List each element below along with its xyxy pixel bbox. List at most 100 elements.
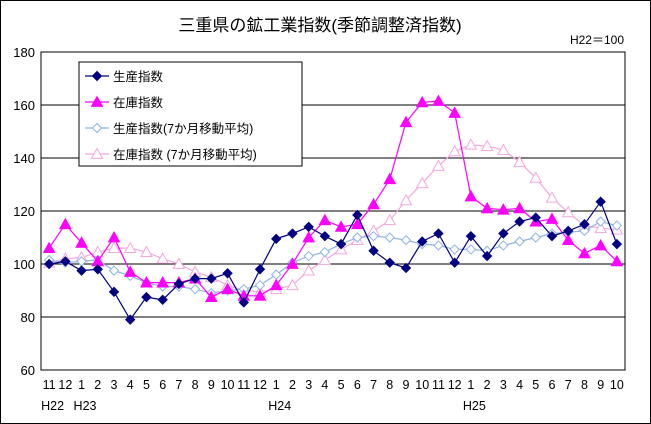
data-point (415, 95, 429, 108)
x-tick-label: 1 (273, 378, 280, 392)
chart-title: 三重県の鉱工業指数(季節調整済指数) (178, 16, 461, 35)
data-point (269, 278, 283, 291)
data-point (140, 276, 153, 288)
data-point (465, 244, 477, 255)
data-point (578, 246, 591, 259)
data-point (91, 70, 103, 82)
x-tick-label: 9 (403, 378, 410, 392)
x-tick-label: 1 (467, 378, 474, 392)
data-point (545, 212, 559, 224)
y-tick-label: 180 (13, 45, 35, 60)
data-point (498, 240, 509, 251)
x-tick-label: 3 (500, 378, 507, 392)
data-point (496, 203, 510, 215)
data-point (335, 238, 347, 250)
data-point (433, 240, 444, 251)
legend-label: 在庫指数 (7か月移動平均) (113, 147, 257, 162)
x-tick-label: 2 (94, 378, 101, 392)
data-point (432, 159, 445, 171)
data-point (579, 219, 590, 230)
data-point (221, 282, 234, 295)
data-point (383, 172, 397, 185)
data-point (496, 143, 510, 155)
data-point (465, 230, 477, 242)
data-point (611, 220, 623, 231)
series-group (42, 94, 624, 325)
data-point (481, 250, 493, 262)
data-point (383, 213, 397, 226)
data-point (206, 273, 217, 284)
data-point (58, 217, 72, 230)
data-point (464, 189, 478, 202)
data-point (530, 212, 541, 223)
x-tick-label: 10 (415, 378, 429, 392)
x-tick-label: 11 (237, 378, 250, 392)
y-tick-label: 60 (21, 363, 35, 378)
data-point (91, 122, 103, 134)
legend-label: 生産指数(7か月移動平均) (113, 121, 253, 136)
data-point (399, 115, 413, 128)
data-point (60, 256, 71, 267)
legend-item: 在庫指数 (7か月移動平均) (85, 147, 257, 162)
data-point (480, 201, 494, 214)
data-point (271, 233, 282, 245)
x-tick-label: 5 (532, 378, 539, 392)
data-point (513, 201, 526, 214)
x-tick-label: 6 (549, 378, 556, 392)
legend-item: 生産指数(7か月移動平均) (85, 121, 253, 136)
x-axis: 11 12 1 2 3 4 5 6 7 8 9 10 11 12 1 2 3 4 5 6 7 8 9 10 11 12 1 2 3 4 5 6… (41, 378, 624, 413)
data-point (75, 236, 88, 248)
data-point (90, 95, 104, 107)
base-note: H22＝100 (570, 33, 624, 47)
y-tick-label: 120 (13, 204, 35, 219)
data-point (350, 217, 364, 230)
data-point (123, 241, 137, 253)
x-era-label: H25 (463, 399, 486, 413)
data-point (107, 241, 121, 253)
data-point (464, 138, 478, 150)
x-tick-label: 11 (432, 378, 445, 392)
x-tick-label: 10 (610, 378, 624, 392)
x-tick-label: 11 (43, 378, 56, 392)
legend-item: 生産指数 (85, 69, 164, 84)
data-point (156, 276, 170, 288)
data-point (319, 230, 331, 242)
x-tick-label: 4 (321, 378, 328, 392)
data-point (302, 264, 316, 276)
x-era-label: H23 (74, 399, 97, 413)
data-point (480, 139, 494, 151)
data-point (352, 209, 363, 221)
x-tick-label: 7 (565, 378, 572, 392)
data-point (546, 230, 558, 242)
legend-label: 在庫指数 (113, 95, 164, 110)
legend-box (78, 61, 303, 167)
data-point (513, 155, 526, 167)
data-point (318, 213, 332, 226)
data-point (448, 144, 462, 157)
x-era-label: H24 (268, 399, 291, 413)
x-tick-label: 3 (111, 378, 118, 392)
data-point (594, 238, 608, 251)
legend-item: 在庫指数 (85, 95, 164, 110)
data-point (563, 225, 574, 237)
data-point (433, 228, 444, 239)
data-point (141, 291, 152, 303)
data-point (303, 221, 314, 233)
data-point (595, 216, 606, 227)
x-tick-label: 4 (127, 378, 134, 392)
series-1 (43, 196, 623, 325)
data-point (238, 297, 249, 308)
x-tick-label: 5 (338, 378, 345, 392)
data-point (432, 94, 445, 106)
data-point (561, 233, 575, 246)
data-point (334, 220, 348, 232)
data-point (76, 265, 87, 276)
y-tick-label: 80 (21, 310, 35, 325)
data-point (254, 279, 266, 291)
x-tick-label: 9 (597, 378, 604, 392)
data-point (140, 245, 153, 257)
x-tick-label: 5 (143, 378, 150, 392)
data-point (204, 290, 218, 303)
data-point (415, 176, 429, 189)
